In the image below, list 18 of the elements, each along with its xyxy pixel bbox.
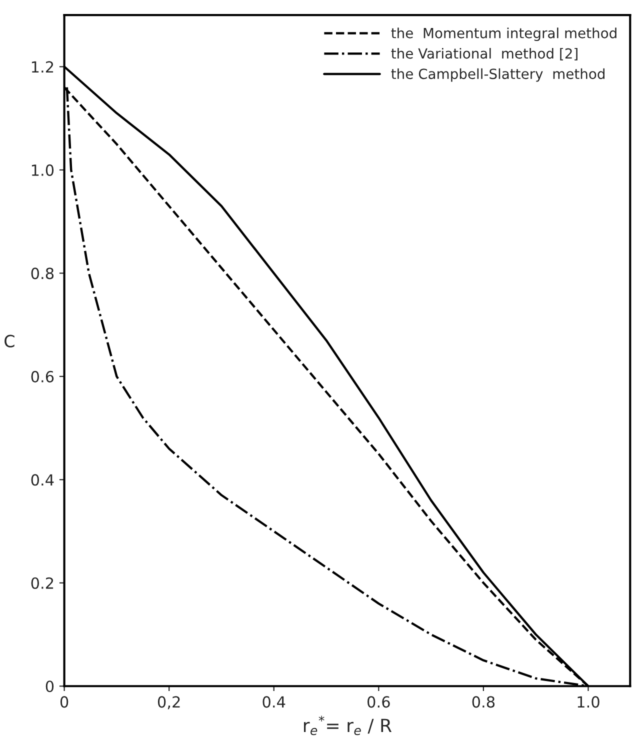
y-tick-label: 0.6	[31, 370, 54, 382]
x-tick-label: 0.4	[262, 696, 286, 708]
legend-label: the Campbell-Slattery method	[391, 68, 604, 82]
y-tick-label: 0.2	[31, 577, 54, 589]
legend-label: the Momentum integral method	[391, 28, 616, 42]
y-axis-title: C	[4, 334, 14, 348]
x-tick-label: 1.0	[578, 696, 600, 708]
x-tick-label: 0.6	[368, 696, 390, 708]
legend-label: the Variational method [2]	[391, 48, 578, 60]
y-tick-label: 0.4	[31, 474, 54, 486]
y-tick-label: 0.8	[31, 268, 54, 280]
x-tick-label: 0	[60, 696, 68, 708]
x-tick-label: 0,2	[158, 696, 180, 710]
y-tick-label: 1.0	[32, 164, 54, 176]
y-tick-label: 1.2	[32, 61, 54, 73]
x-tick-label: 0.8	[472, 696, 495, 708]
y-tick-label: 0	[46, 680, 54, 692]
x-axis-title: r$_{e}$$^{*}$= r$_{e}$ / R	[304, 716, 392, 736]
